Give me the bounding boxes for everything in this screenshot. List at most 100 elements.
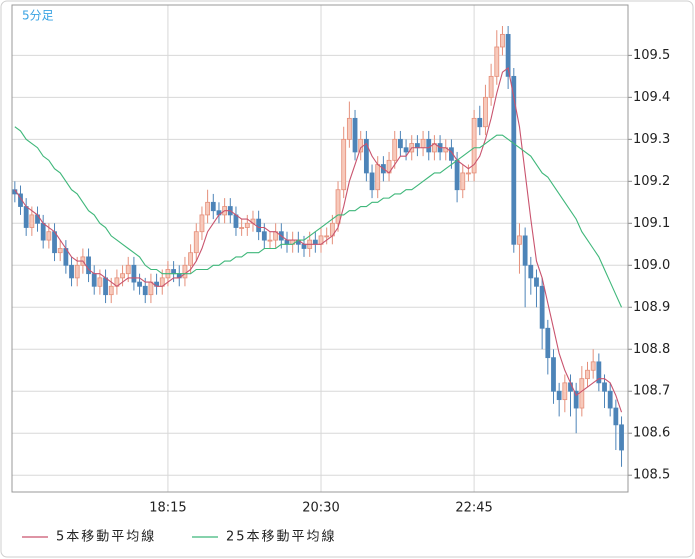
candle-body — [23, 206, 29, 228]
x-tick-label: 18:15 — [149, 501, 186, 516]
candle-body — [573, 390, 579, 409]
candle-body — [511, 75, 517, 245]
candle-body — [522, 235, 528, 266]
y-tick-label: 108.5 — [633, 468, 670, 483]
candle-body — [57, 248, 63, 254]
candle-body — [551, 357, 556, 392]
candle-body — [375, 164, 381, 191]
candle-body — [363, 138, 369, 174]
candle-body — [494, 46, 500, 77]
candle-body — [171, 269, 176, 275]
plot-frame — [11, 4, 629, 493]
candle-body — [415, 143, 420, 149]
candle-body — [103, 277, 108, 296]
candle-body — [562, 382, 568, 401]
candle-body — [607, 390, 613, 409]
candle-body — [403, 147, 409, 153]
y-tick-label: 108.7 — [633, 384, 670, 399]
candle-body — [244, 222, 250, 228]
candle-body — [471, 117, 477, 174]
candle-body — [69, 264, 74, 279]
candle-body — [335, 189, 341, 224]
candle-body — [97, 277, 103, 287]
ma-line — [14, 67, 623, 413]
y-tick-label: 109.3 — [633, 132, 670, 147]
candle-body — [579, 378, 585, 409]
candle-body — [210, 201, 216, 212]
candle-body — [256, 218, 262, 233]
candle-body — [613, 407, 619, 426]
candle-body — [188, 252, 194, 266]
candle-body — [239, 227, 245, 229]
candle-body — [488, 75, 494, 98]
y-tick-label: 108.9 — [633, 300, 670, 315]
x-tick-label: 20:30 — [302, 501, 339, 516]
chart-title: 5分足 — [22, 9, 54, 23]
candle-body — [426, 138, 432, 153]
candle-body — [120, 273, 125, 279]
candle-body — [534, 277, 539, 287]
candle-body — [341, 138, 347, 191]
candle-body — [585, 369, 590, 380]
candle-body — [596, 361, 602, 384]
candle-body — [52, 231, 57, 254]
candle-body — [86, 256, 91, 275]
candle-body — [466, 172, 471, 175]
y-tick-label: 108.8 — [633, 342, 670, 357]
candle-body — [545, 327, 551, 359]
candle-body — [500, 33, 505, 48]
candle-body — [602, 382, 607, 392]
candle-body — [74, 264, 80, 279]
candle-body — [392, 138, 398, 161]
candle-body — [193, 231, 199, 254]
candle-body — [91, 273, 97, 287]
legend-label: 25本移動平均線 — [226, 529, 337, 545]
candle-body — [505, 33, 511, 77]
candle-body — [29, 214, 35, 228]
candle-body — [284, 239, 290, 245]
candle-body — [301, 243, 307, 249]
ma-line — [14, 126, 623, 308]
candle-body — [454, 159, 460, 191]
candle-body — [40, 222, 46, 241]
legend-label: 5本移動平均線 — [56, 529, 156, 545]
candle-body — [556, 390, 562, 401]
candle-body — [397, 138, 403, 149]
candle-body — [261, 231, 267, 241]
candle-body — [352, 117, 358, 153]
candle-body — [477, 117, 483, 128]
candle-body — [148, 281, 154, 296]
y-tick-label: 109.5 — [633, 48, 670, 63]
candle-body — [182, 264, 188, 279]
candle-body — [539, 285, 545, 329]
candle-body — [590, 361, 596, 371]
candle-body — [420, 138, 426, 149]
candle-body — [619, 424, 624, 451]
candle-body — [205, 201, 211, 216]
y-tick-label: 108.6 — [633, 426, 670, 441]
candle-body — [142, 285, 148, 296]
candle-body — [131, 264, 137, 283]
candle-body — [137, 281, 142, 287]
candle-body — [46, 231, 52, 241]
candle-body — [460, 172, 466, 191]
candle-body — [324, 235, 330, 238]
y-tick-label: 109.1 — [633, 216, 670, 231]
candle-body — [528, 264, 534, 279]
candle-body — [108, 285, 114, 296]
y-tick-label: 109.4 — [633, 90, 670, 105]
candle-body — [483, 96, 488, 128]
candle-body — [358, 138, 364, 153]
candle-body — [199, 214, 205, 233]
candle-body — [267, 239, 273, 242]
y-tick-label: 109.0 — [633, 258, 670, 273]
candle-body — [312, 239, 318, 245]
candle-body — [233, 214, 239, 228]
x-tick-label: 22:45 — [455, 501, 492, 516]
candle-body — [346, 117, 352, 140]
y-tick-label: 109.2 — [633, 174, 670, 189]
candle-body — [517, 235, 522, 245]
candle-body — [125, 264, 131, 275]
